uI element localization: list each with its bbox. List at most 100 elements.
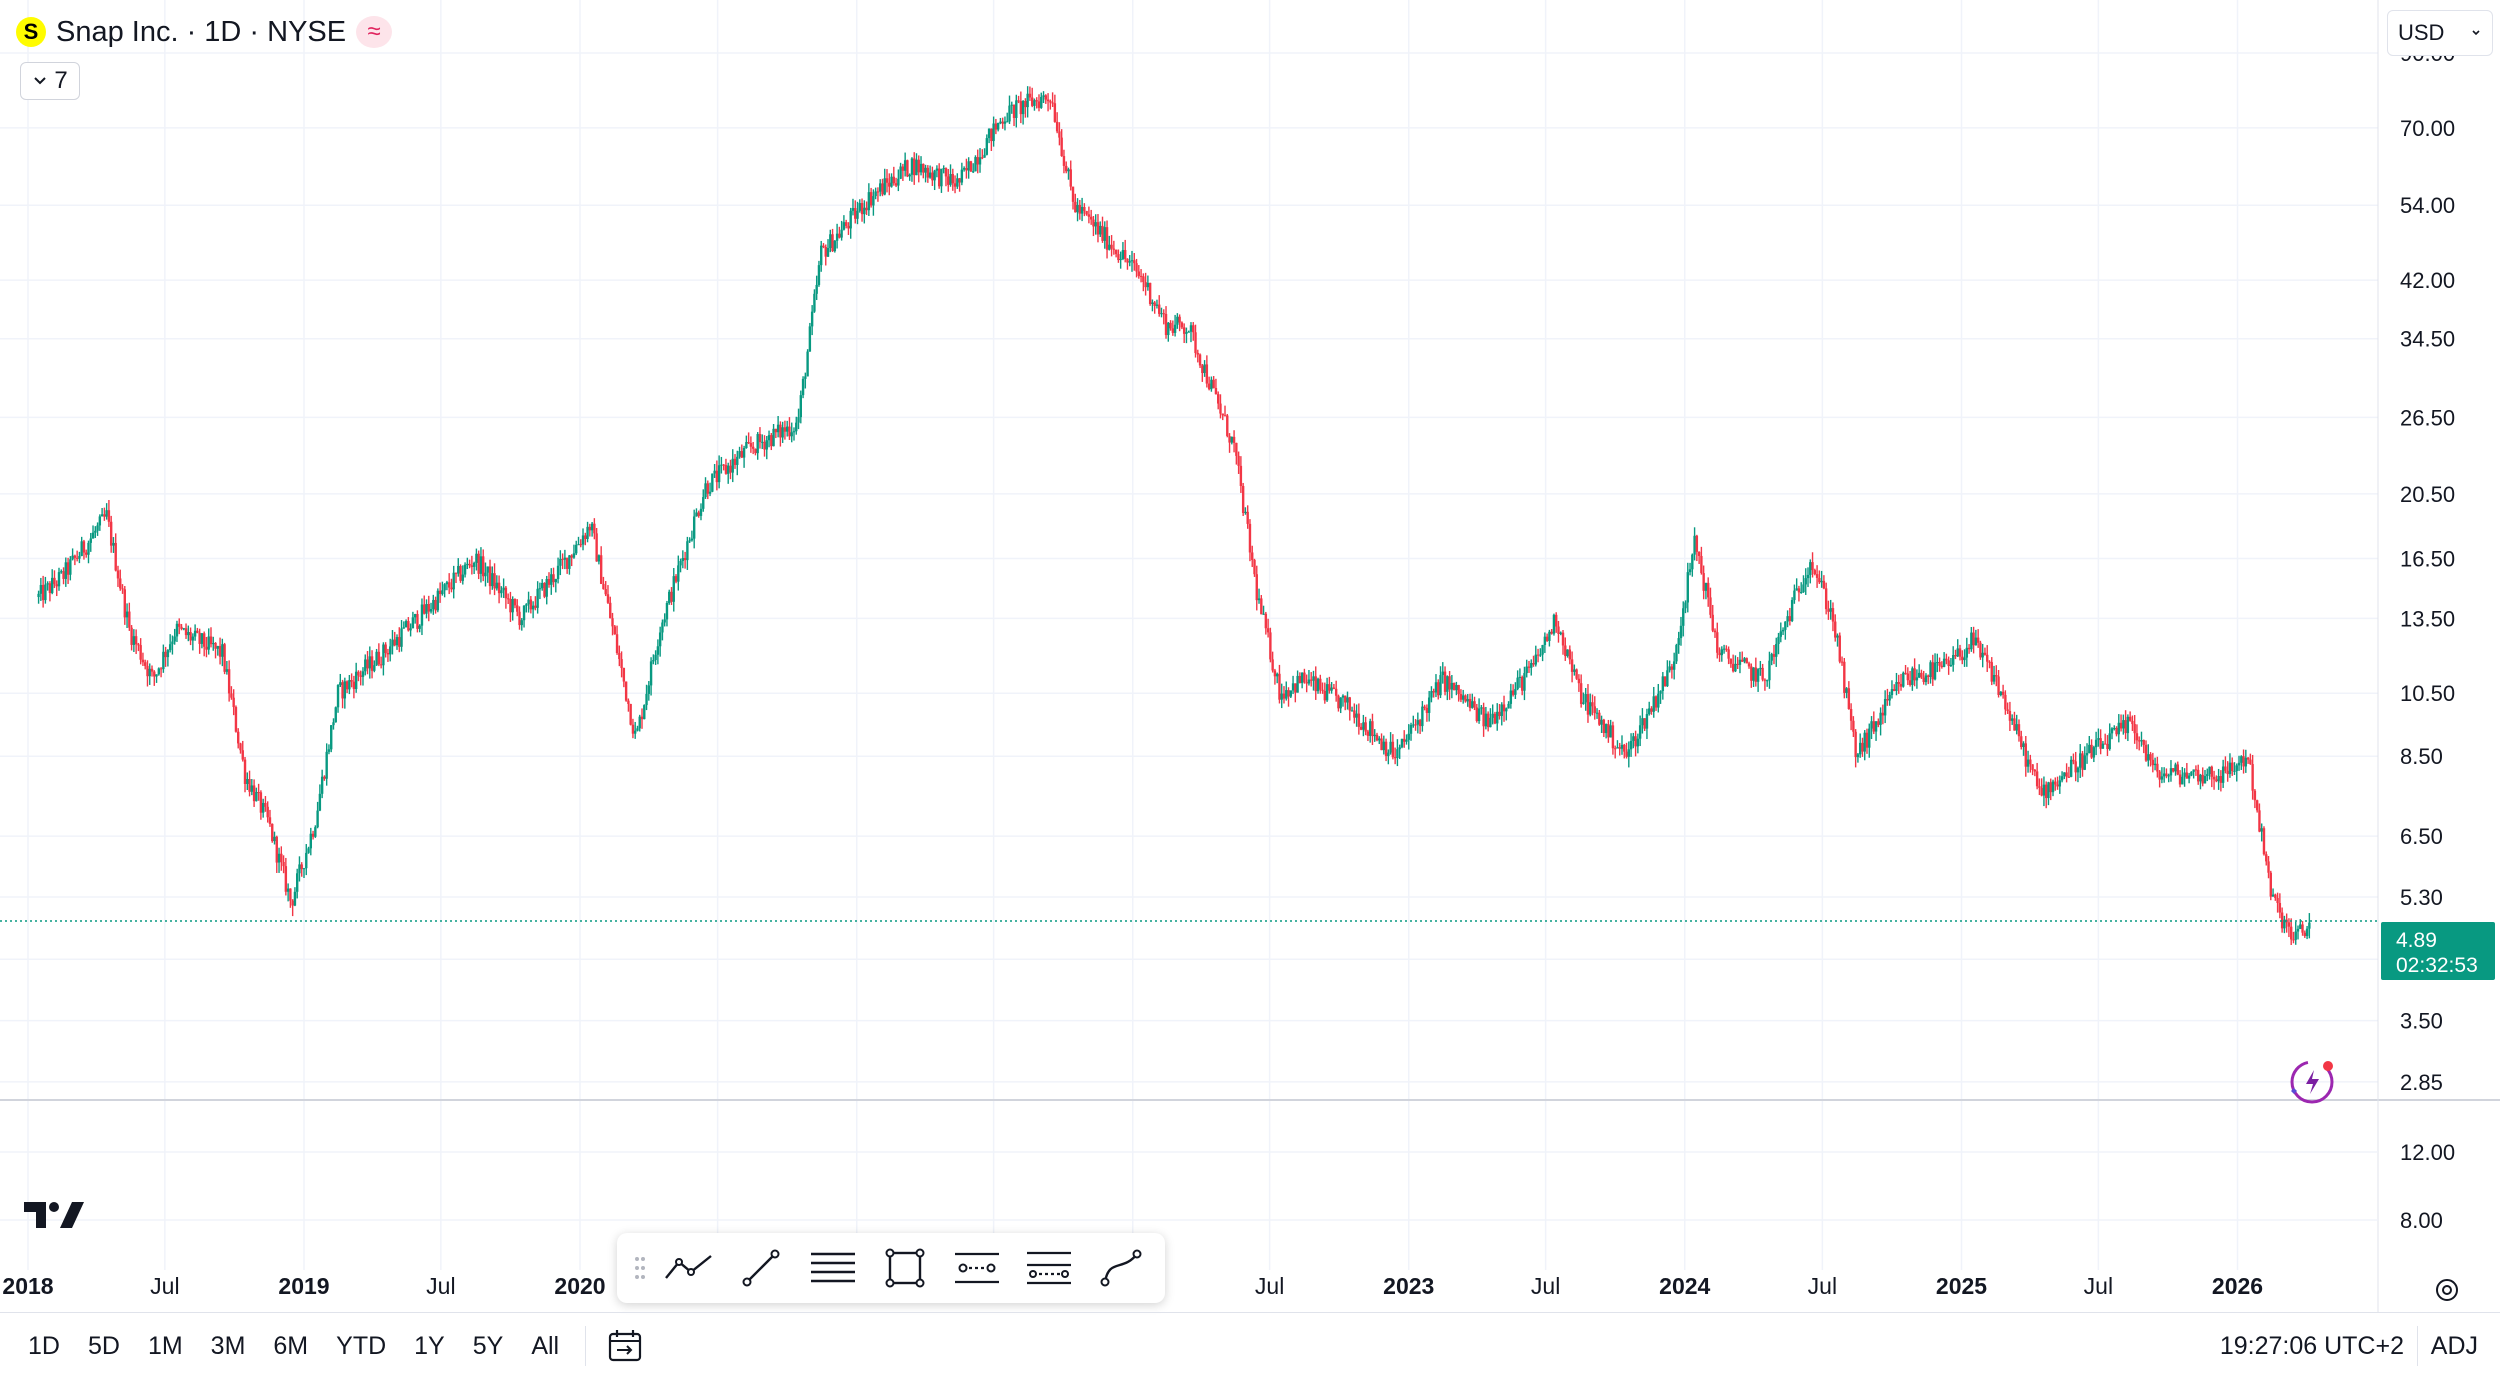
candle-body bbox=[742, 447, 746, 458]
drag-handle-icon[interactable] bbox=[627, 1248, 653, 1288]
candle-body bbox=[1627, 749, 1630, 757]
candle-body bbox=[1058, 131, 1061, 138]
path-curve-tool[interactable] bbox=[1085, 1240, 1157, 1296]
candle-body bbox=[1579, 683, 1583, 704]
timeframe-1y[interactable]: 1Y bbox=[414, 1331, 445, 1360]
trend-angle-tool[interactable] bbox=[653, 1240, 725, 1296]
horizontal-lines-icon bbox=[811, 1252, 855, 1283]
timeframe-6m[interactable]: 6M bbox=[273, 1331, 309, 1360]
candle-body bbox=[332, 722, 335, 726]
candle-body bbox=[1759, 667, 1762, 670]
rectangle-tool[interactable] bbox=[869, 1240, 941, 1296]
price-chart[interactable]: 90.0070.0054.0042.0034.5026.5020.5016.50… bbox=[0, 0, 2500, 1312]
candle-body bbox=[758, 434, 762, 443]
candle-body bbox=[913, 158, 916, 176]
candle-body bbox=[2246, 757, 2250, 760]
candle-body bbox=[1237, 455, 1240, 466]
timeframe-1d[interactable]: 1D bbox=[28, 1331, 60, 1360]
timeframe-bar: 1D 5D 1M 3M 6M YTD 1Y 5Y All 19:27:06 UT… bbox=[0, 1312, 2500, 1379]
candle-body bbox=[990, 128, 993, 142]
candle-body bbox=[643, 705, 646, 720]
candle-body bbox=[806, 351, 809, 377]
parallel-channel-tool[interactable] bbox=[941, 1240, 1013, 1296]
candle-body bbox=[373, 665, 376, 671]
tradingview-logo-icon[interactable] bbox=[24, 1198, 86, 1237]
timeframe-ytd[interactable]: YTD bbox=[336, 1331, 387, 1360]
candle-body bbox=[323, 776, 326, 779]
candle-body bbox=[488, 566, 492, 587]
price-scale[interactable]: 90.0070.0054.0042.0034.5026.5020.5016.50… bbox=[2400, 41, 2455, 1095]
ai-assistant-icon[interactable] bbox=[2284, 1054, 2338, 1108]
candle-body bbox=[817, 265, 821, 285]
candle-body bbox=[579, 544, 582, 546]
candle-body bbox=[838, 233, 841, 238]
indicators-collapse-button[interactable]: 7 bbox=[20, 62, 80, 100]
candle-body bbox=[2233, 770, 2236, 772]
candle-body bbox=[1341, 695, 1345, 698]
path-curve-icon bbox=[1100, 1249, 1142, 1287]
utc-clock[interactable]: 19:27:06 UTC+2 bbox=[2219, 1331, 2404, 1360]
candle-body bbox=[1425, 707, 1429, 713]
candle-body bbox=[2235, 765, 2238, 771]
candle-body bbox=[339, 682, 342, 686]
candle-body bbox=[1995, 675, 1998, 677]
candle-body bbox=[1346, 697, 1349, 703]
candle-body bbox=[1235, 442, 1238, 456]
candle-body bbox=[1870, 721, 1873, 729]
symbol-legend[interactable]: S Snap Inc. · 1D · NYSE ≈ bbox=[16, 14, 393, 50]
settings-gear-icon[interactable] bbox=[2427, 1270, 2467, 1310]
timeframe-3m[interactable]: 3M bbox=[210, 1331, 246, 1360]
time-axis-label: 2026 bbox=[2212, 1273, 2263, 1299]
candle-body bbox=[1153, 302, 1156, 306]
timeframe-5y[interactable]: 5Y bbox=[472, 1331, 504, 1360]
candle-body bbox=[1430, 691, 1433, 698]
candle-body bbox=[686, 541, 689, 561]
candle-body bbox=[1763, 679, 1767, 681]
candle-body bbox=[1201, 365, 1204, 374]
candle-body bbox=[96, 525, 99, 531]
fib-retracement-tool[interactable] bbox=[1013, 1240, 1085, 1296]
candle-body bbox=[1716, 632, 1719, 653]
candle-body bbox=[1353, 710, 1356, 718]
candle-body bbox=[1761, 667, 1764, 680]
candle-body bbox=[427, 603, 430, 612]
drawing-toolbar[interactable] bbox=[617, 1233, 1165, 1303]
candle-body bbox=[2147, 754, 2150, 761]
candle-body bbox=[647, 685, 651, 694]
candle-body bbox=[128, 611, 131, 628]
candle-body bbox=[1827, 609, 1830, 612]
symbol-title[interactable]: Snap Inc. · 1D · NYSE bbox=[56, 15, 347, 48]
candle-body bbox=[2228, 762, 2232, 775]
candle-body bbox=[994, 123, 998, 130]
candle-body bbox=[1026, 93, 1029, 108]
candle-body bbox=[196, 630, 199, 633]
adj-toggle-button[interactable]: ADJ bbox=[2430, 1331, 2478, 1360]
horizontal-lines-tool[interactable] bbox=[797, 1240, 869, 1296]
candle-body bbox=[1366, 731, 1370, 736]
candle-body bbox=[2299, 924, 2302, 929]
go-to-date-icon[interactable] bbox=[604, 1324, 648, 1368]
trend-line-tool[interactable] bbox=[725, 1240, 797, 1296]
candle-body bbox=[2069, 759, 2073, 777]
candle-body bbox=[450, 587, 453, 590]
market-status-icon[interactable]: ≈ bbox=[356, 16, 393, 48]
candle-body bbox=[568, 555, 571, 569]
candle-body bbox=[2210, 766, 2214, 777]
currency-select[interactable]: USD bbox=[2387, 10, 2493, 56]
candle-body bbox=[1391, 741, 1395, 758]
timeframe-all[interactable]: All bbox=[531, 1331, 560, 1360]
candle-body bbox=[1573, 669, 1576, 672]
timeframe-1m[interactable]: 1M bbox=[147, 1331, 183, 1360]
candle-body bbox=[2063, 772, 2066, 777]
timeframe-5d[interactable]: 5D bbox=[87, 1331, 120, 1360]
candle-body bbox=[1021, 101, 1025, 115]
candle-body bbox=[268, 817, 272, 824]
candle-body bbox=[804, 376, 807, 379]
candle-body bbox=[1085, 211, 1088, 215]
lower-pane-scale: 12.00 8.00 bbox=[0, 1140, 2455, 1233]
candle-body bbox=[1700, 555, 1703, 574]
candle-body bbox=[2249, 759, 2252, 765]
candle-body bbox=[230, 693, 233, 698]
candle-body bbox=[1863, 732, 1866, 752]
candle-body bbox=[831, 234, 834, 252]
